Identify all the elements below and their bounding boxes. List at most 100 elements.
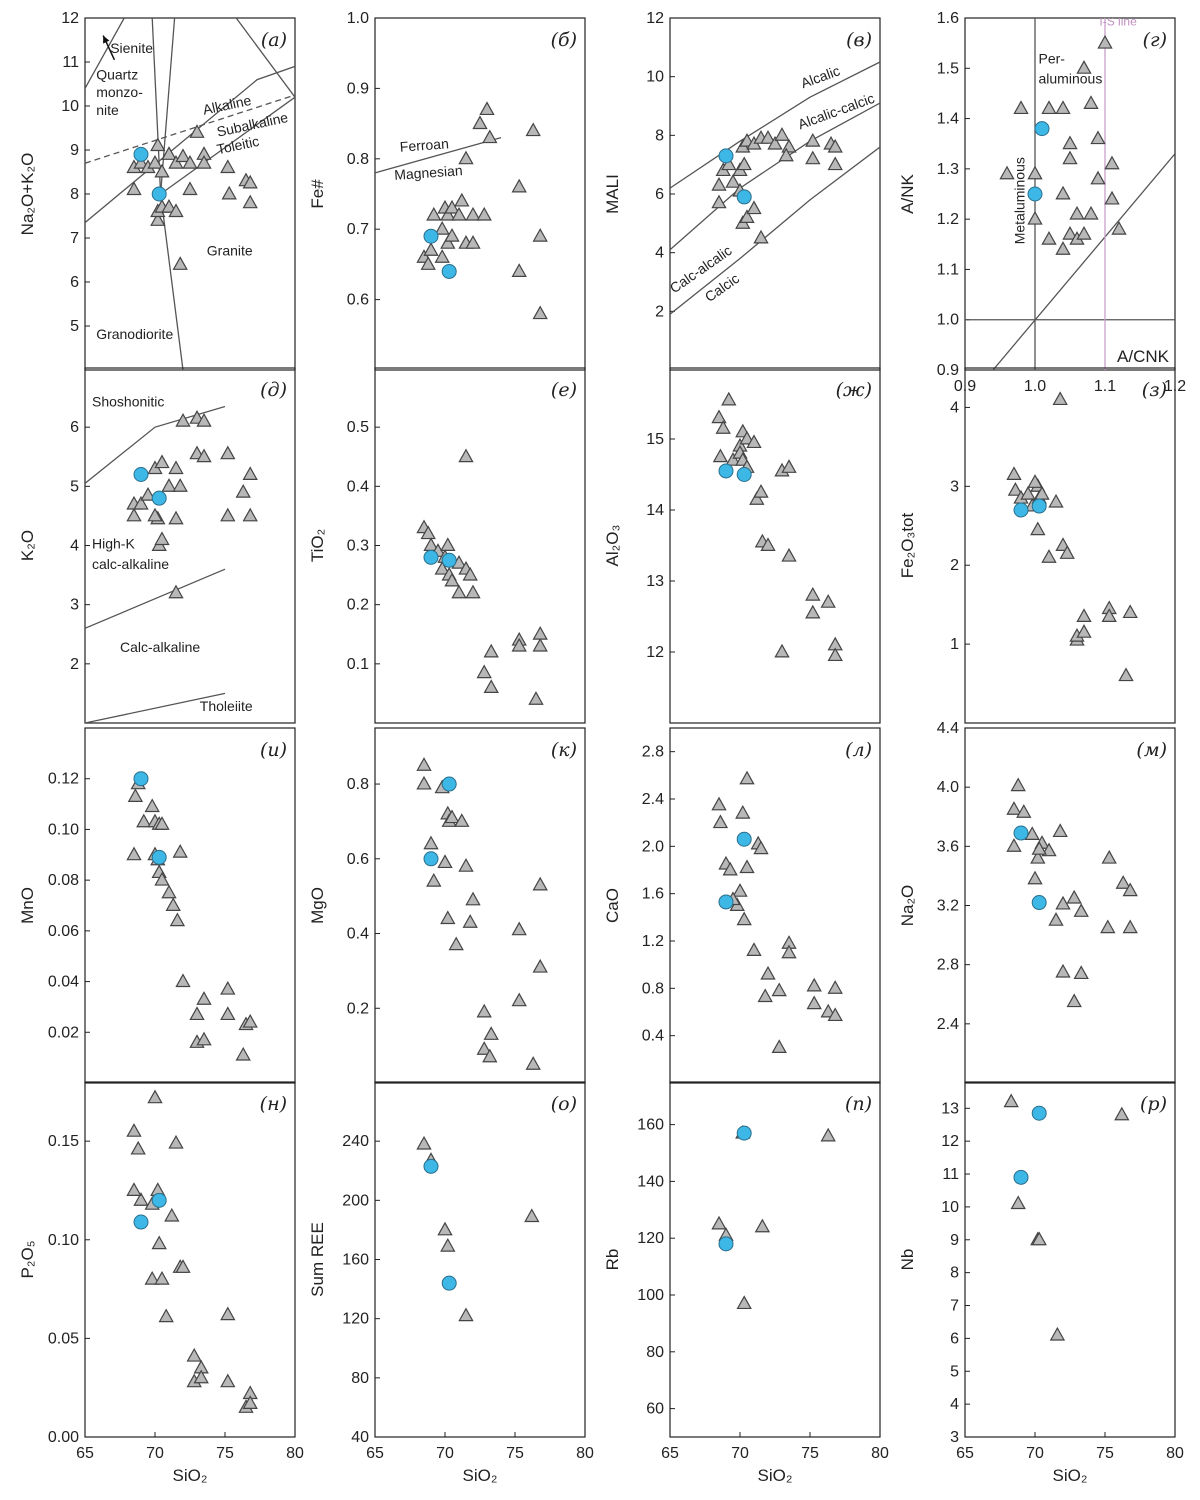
triangle-point: [1031, 1231, 1047, 1246]
triangle-point: [416, 775, 432, 790]
y-tick-label: 12: [61, 10, 79, 27]
panel-e: 0.1 0.2 0.3 0.4 0.5 TiO₂ (е): [308, 367, 586, 724]
triangle-point: [1020, 485, 1036, 500]
circle-point: [441, 776, 457, 792]
triangle-point: [454, 192, 470, 207]
x-tick-label: 80: [1166, 1445, 1184, 1462]
triangle-point: [712, 814, 729, 829]
triangle-point: [161, 198, 177, 213]
y-tick-label: 9: [70, 142, 79, 159]
plot-frame: [669, 1081, 881, 1438]
triangle-point: [476, 1041, 492, 1055]
triangle-point: [1076, 624, 1092, 638]
triangle-point: [746, 200, 762, 215]
triangle-point: [426, 206, 442, 221]
triangle-point: [736, 1295, 752, 1310]
y-tick-label: 2.4: [937, 1016, 959, 1033]
triangle-point: [168, 460, 184, 475]
triangle-point: [827, 138, 843, 153]
y-tick-label: 40: [351, 1429, 369, 1446]
triangle-point: [440, 910, 456, 925]
triangle-point: [444, 199, 460, 214]
panel-letter: (о): [551, 1093, 577, 1115]
triangle-point: [448, 936, 464, 951]
plot-area: [711, 770, 843, 1054]
triangle-point: [483, 679, 499, 694]
plot-frame: [964, 367, 1176, 724]
triangle-point: [739, 209, 755, 223]
circle-point: [423, 549, 439, 565]
circle-point: [1031, 895, 1047, 911]
boundary-line: [375, 137, 502, 174]
y-tick-label: 120: [342, 1311, 369, 1328]
triangle-point: [144, 798, 160, 813]
triangle-point: [1010, 1195, 1026, 1210]
triangle-point: [1030, 849, 1046, 864]
triangle-point: [1083, 95, 1099, 109]
y-tick-label: 12: [646, 10, 664, 27]
triangle-point: [1076, 60, 1092, 74]
circle-point: [736, 189, 752, 205]
x-tick-label: 1.0: [1024, 378, 1046, 395]
triangle-point: [220, 1306, 236, 1321]
triangle-point: [820, 1127, 836, 1142]
x-tick-label: 80: [286, 1445, 304, 1462]
triangle-point: [458, 150, 474, 165]
triangle-point: [242, 194, 258, 209]
circle-point: [441, 1275, 457, 1291]
x-tick-label: 80: [576, 1445, 594, 1462]
triangle-point: [465, 235, 481, 249]
triangle-point: [175, 148, 191, 163]
triangle-point: [753, 484, 769, 498]
triangle-point: [725, 174, 741, 188]
triangle-point: [472, 115, 488, 130]
x-axis-label: A/CNK: [1117, 347, 1170, 366]
y-tick-label: 8: [655, 127, 664, 144]
triangle-point: [1115, 875, 1131, 889]
triangle-point: [434, 560, 450, 575]
circle-point: [1013, 502, 1029, 518]
triangle-point: [524, 1208, 540, 1223]
boundary-line: [992, 153, 1175, 370]
y-tick-label: 0.5: [347, 419, 369, 436]
triangle-point: [1097, 34, 1113, 49]
circle-point: [133, 467, 149, 482]
triangle-point: [454, 813, 470, 827]
triangle-point: [805, 132, 821, 147]
y-axis-label: MnO: [18, 887, 37, 924]
triangle-point: [711, 796, 727, 811]
panel-letter: (и): [260, 739, 287, 761]
triangle-point: [147, 507, 163, 522]
panel-letter: (б): [551, 29, 577, 51]
triangle-point: [126, 181, 142, 196]
x-tick-label: 70: [146, 1445, 164, 1462]
triangle-point: [1073, 903, 1089, 917]
panel-letter: (в): [846, 29, 872, 51]
triangle-point: [760, 130, 776, 144]
y-tick-label: 1: [950, 636, 959, 653]
triangle-point: [220, 445, 236, 460]
y-tick-label: 2: [950, 557, 959, 574]
y-tick-label: 11: [62, 54, 79, 71]
triangle-point: [532, 876, 548, 891]
y-tick-label: 10: [646, 69, 664, 86]
plot-frame: [84, 1081, 296, 1438]
triangle-point: [196, 448, 212, 463]
x-tick-label: 80: [871, 1445, 889, 1462]
triangle-point: [1041, 549, 1057, 563]
triangle-point: [1069, 205, 1085, 220]
plot-frame: [964, 727, 1176, 1084]
region-label: Ferroan: [399, 135, 449, 154]
x-tick-label: 75: [1096, 1445, 1114, 1462]
triangle-point: [483, 643, 499, 658]
y-tick-label: 6: [950, 1330, 959, 1347]
triangle-point: [781, 547, 797, 562]
y-tick-label: 80: [646, 1344, 664, 1361]
panel-letter: (р): [1140, 1093, 1167, 1115]
plot-area: [1006, 391, 1138, 682]
triangle-point: [525, 1056, 541, 1070]
x-tick-label: 75: [216, 1445, 234, 1462]
region-label: Calc-alkaline: [120, 639, 200, 655]
triangle-point: [827, 156, 843, 171]
y-tick-label: 10: [61, 98, 79, 115]
